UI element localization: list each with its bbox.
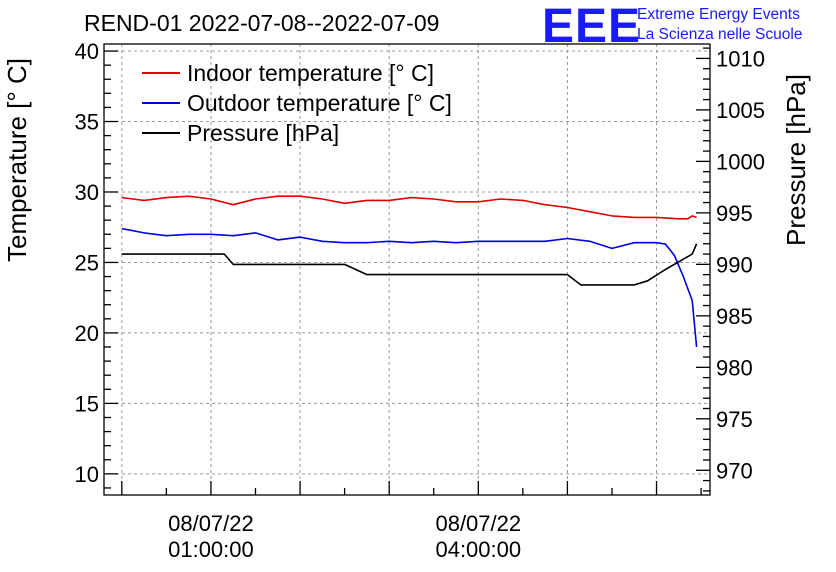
plot-frame	[103, 43, 711, 496]
indoor-temperature-line	[121, 195, 697, 220]
y-tick-label-35: 35	[75, 110, 99, 135]
y2-tick-label-980: 980	[716, 355, 753, 380]
legend-indoor-label: Indoor temperature [° C]	[187, 60, 434, 86]
y-tick-label-30: 30	[75, 180, 99, 205]
org-name: Extreme Energy Events	[637, 6, 800, 23]
y2-tick-label-1005: 1005	[716, 98, 765, 123]
y2-tick-label-1010: 1010	[716, 46, 765, 71]
legend-pressure-label: Pressure [hPa]	[187, 120, 339, 146]
chart-title: REND-01 2022-07-08--2022-07-09	[84, 10, 439, 36]
y2-tick-label-970: 970	[716, 458, 753, 483]
y2-tick-label-1000: 1000	[716, 149, 765, 174]
y-tick-label-10: 10	[75, 462, 99, 487]
y2-tick-label-985: 985	[716, 304, 753, 329]
series-lines	[121, 195, 698, 348]
legend: Indoor temperature [° C] Outdoor tempera…	[142, 60, 452, 146]
grid-lines	[104, 44, 710, 495]
y2-axis-label: Pressure [hPa]	[781, 74, 811, 246]
eee-logo: EEE	[542, 0, 641, 53]
tick-labels: 10 15 20 25 30 35 40 970 975 980 985 990 995 1000 1005…	[75, 39, 765, 562]
y-tick-label-20: 20	[75, 321, 99, 346]
axis-ticks	[104, 47, 710, 495]
y-tick-label-15: 15	[75, 391, 99, 416]
y-tick-label-25: 25	[75, 250, 99, 275]
x-tick-label-time-1: 04:00:00	[435, 537, 521, 562]
outdoor-temperature-line	[121, 227, 698, 348]
y-axis-label: Temperature [° C]	[2, 58, 32, 262]
y2-tick-label-990: 990	[716, 252, 753, 277]
y2-tick-label-995: 995	[716, 201, 753, 226]
x-tick-label-date-1: 08/07/22	[435, 511, 521, 536]
x-tick-label-date-0: 08/07/22	[168, 511, 254, 536]
y-tick-label-40: 40	[75, 39, 99, 64]
pressure-line	[121, 243, 698, 286]
org-tagline: La Scienza nelle Scuole	[637, 26, 802, 43]
x-tick-label-time-0: 01:00:00	[168, 537, 254, 562]
y2-tick-label-975: 975	[716, 407, 753, 432]
legend-outdoor-label: Outdoor temperature [° C]	[187, 90, 452, 116]
